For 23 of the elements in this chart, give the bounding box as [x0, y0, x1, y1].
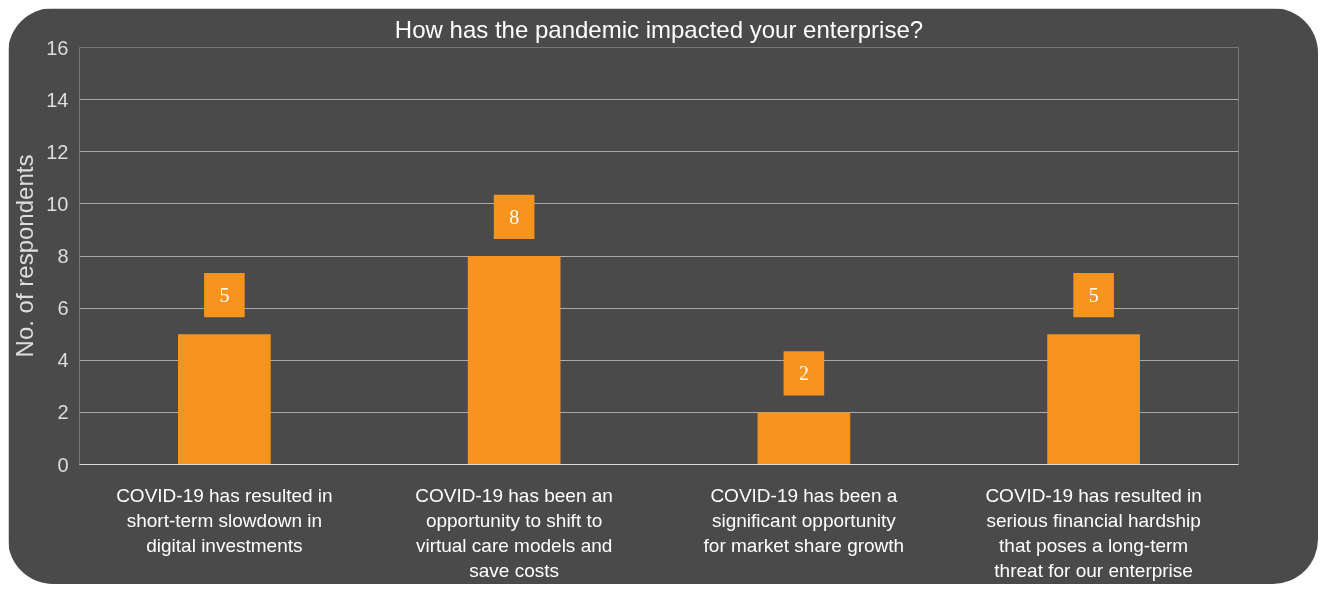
data-label: 5 — [1088, 284, 1099, 307]
chart-title: How has the pandemic impacted your enterprise? — [394, 15, 924, 43]
y-tick-label: 6 — [57, 297, 69, 320]
y-tick-label: 12 — [46, 140, 69, 163]
bar — [1047, 334, 1140, 465]
y-tick-label: 8 — [57, 245, 69, 267]
y-tick-label: 2 — [57, 401, 69, 424]
y-tick-label: 16 — [46, 36, 69, 59]
y-tick-label: 10 — [46, 192, 69, 215]
y-tick-label: 4 — [57, 349, 69, 372]
x-tick-label: COVID-19 has been an opportunity to shift to virtual care models and save costs — [415, 484, 613, 582]
data-label: 2 — [798, 362, 809, 385]
y-tick-label: 14 — [46, 88, 69, 111]
x-tick-label: COVID-19 has been a significant opportunity for market share growth — [703, 484, 905, 556]
data-label: 5 — [219, 284, 230, 307]
bar — [178, 334, 271, 465]
y-tick-label: 0 — [57, 453, 69, 476]
data-label: 8 — [509, 205, 520, 228]
y-axis-title: No. of respondents — [11, 154, 39, 358]
x-tick-label: COVID-19 has resulted in serious financial hardship that poses a long-term threat for our enterprise — [985, 484, 1202, 582]
bar — [467, 256, 561, 465]
x-tick-label: COVID-19 has resulted in short-term slowdown in digital investments — [116, 484, 333, 556]
bar — [757, 412, 851, 465]
